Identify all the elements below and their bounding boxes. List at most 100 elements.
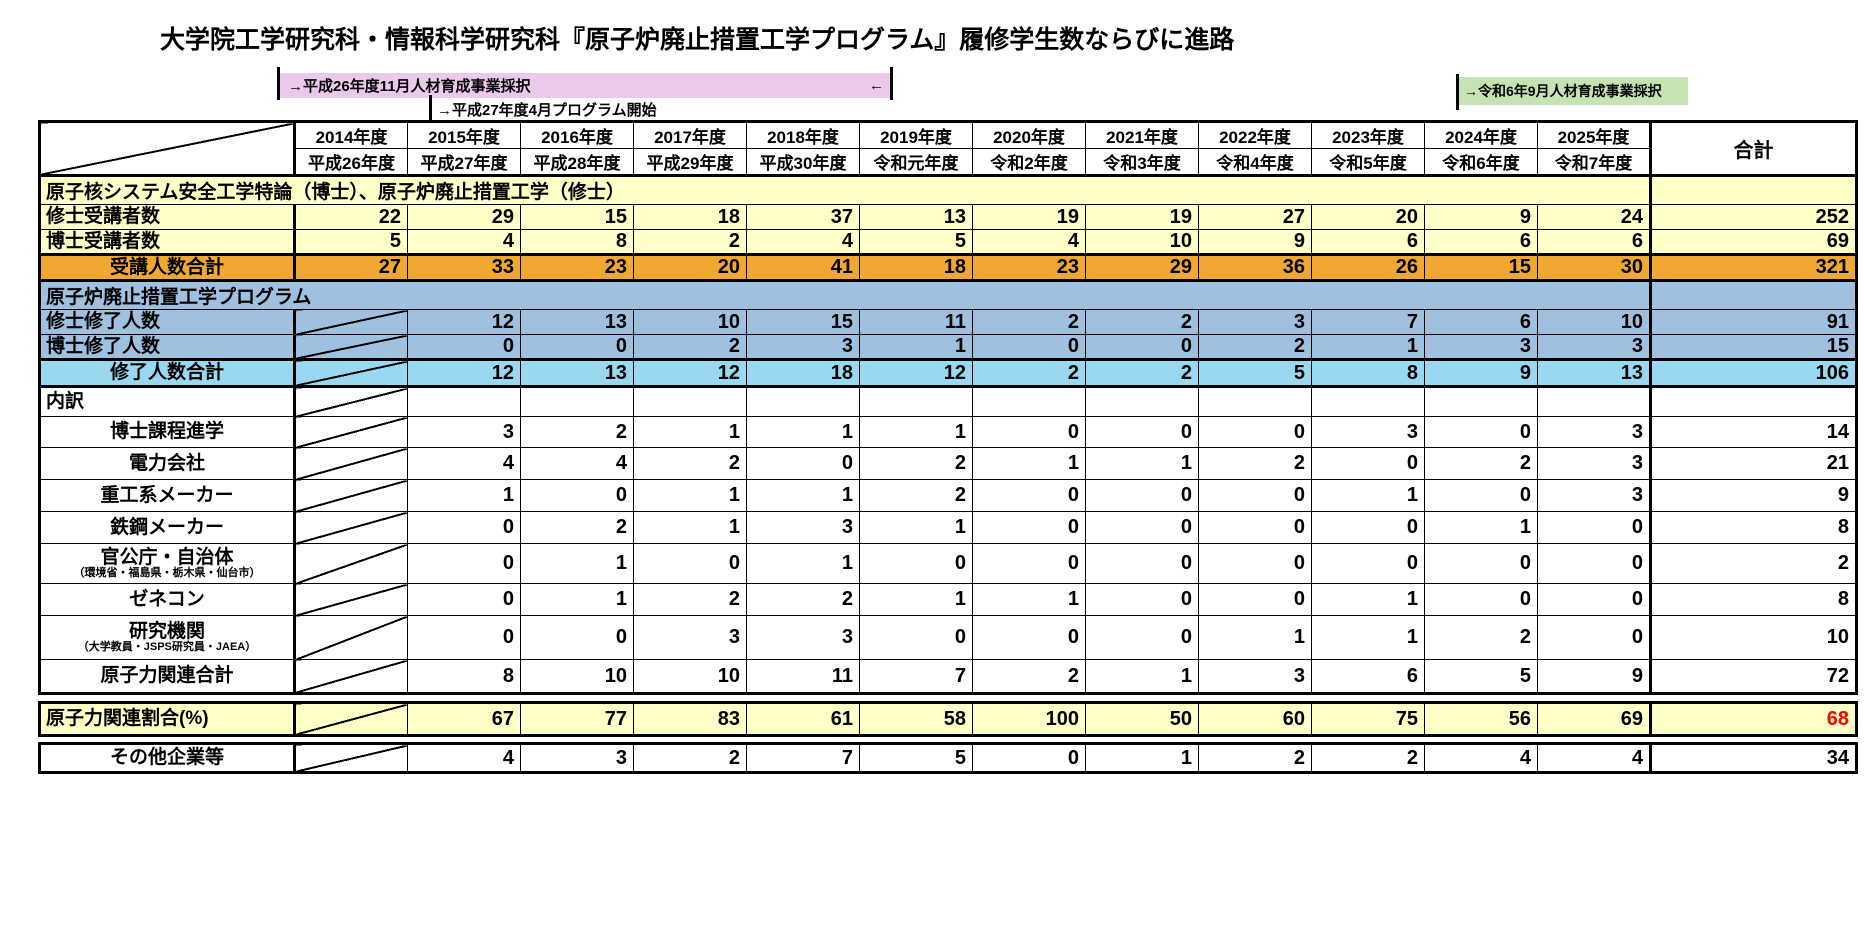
cell-general-contractor-y2015: 0 bbox=[407, 583, 521, 616]
cell-electric-power-y2014 bbox=[294, 447, 408, 480]
cell-government-y2025: 0 bbox=[1537, 543, 1651, 584]
year-header-y2023: 2023年度 bbox=[1311, 121, 1425, 149]
cell-doctoral-completed-y2015: 0 bbox=[407, 334, 521, 360]
cell-government-y2022: 0 bbox=[1198, 543, 1312, 584]
row-label-text: 原子力関連合計 bbox=[100, 665, 234, 687]
year-header-y2017: 2017年度 bbox=[633, 121, 747, 149]
cell-masters-enrolled-y2025: 24 bbox=[1537, 204, 1651, 230]
cell-nuclear-related-total-y2018: 11 bbox=[746, 659, 860, 694]
cell-masters-completed-total: 91 bbox=[1649, 309, 1857, 335]
era-header-y2023: 令和5年度 bbox=[1311, 148, 1425, 177]
cell-nuclear-related-total-y2024: 5 bbox=[1424, 659, 1538, 694]
row-label-research-institute: 研究機関 （大学教員・JSPS研究員・JAEA） bbox=[39, 615, 296, 660]
cell-electric-power-y2015: 4 bbox=[407, 447, 521, 480]
section-band-band-program: 原子炉廃止措置工学プログラム bbox=[39, 280, 1651, 310]
timeline-bar-program-start bbox=[429, 95, 432, 122]
cell-masters-enrolled-y2021: 19 bbox=[1085, 204, 1199, 230]
cell-government-y2020: 0 bbox=[972, 543, 1086, 584]
cell-masters-completed-y2025: 10 bbox=[1537, 309, 1651, 335]
cell-breakdown-header-y2014 bbox=[294, 386, 408, 417]
row-label-nuclear-ratio: 原子力関連割合(%) bbox=[39, 702, 296, 736]
cell-electric-power-y2025: 3 bbox=[1537, 447, 1651, 480]
cell-electric-power-y2016: 4 bbox=[520, 447, 634, 480]
era-header-y2017: 平成29年度 bbox=[633, 148, 747, 177]
cell-phd-advance-y2020: 0 bbox=[972, 416, 1086, 448]
section-band-band-program-total-cell bbox=[1649, 280, 1857, 310]
cell-enrolled-total-y2024: 15 bbox=[1424, 253, 1538, 282]
cell-general-contractor-y2014 bbox=[294, 583, 408, 616]
cell-enrolled-total-y2016: 23 bbox=[520, 253, 634, 282]
cell-masters-enrolled-y2014: 22 bbox=[294, 204, 408, 230]
cell-heavy-industry-y2022: 0 bbox=[1198, 479, 1312, 512]
section-band-band-courses-total-cell bbox=[1649, 175, 1857, 205]
cell-masters-enrolled-y2024: 9 bbox=[1424, 204, 1538, 230]
cell-phd-advance-y2024: 0 bbox=[1424, 416, 1538, 448]
cell-breakdown-header-y2023 bbox=[1311, 386, 1425, 417]
cell-other-companies-y2023: 2 bbox=[1311, 743, 1425, 773]
row-label-steel-maker: 鉄鋼メーカー bbox=[39, 511, 296, 544]
cell-heavy-industry-y2020: 0 bbox=[972, 479, 1086, 512]
nuclear-ratio-table: 原子力関連割合(%) 67 77 83 61 58 100 50 60 75 56 69 68 bbox=[38, 701, 1858, 737]
cell-research-institute-y2018: 3 bbox=[746, 615, 860, 660]
cell-steel-maker-y2020: 0 bbox=[972, 511, 1086, 544]
cell-nuclear-related-total-y2025: 9 bbox=[1537, 659, 1651, 694]
cell-phd-advance-y2025: 3 bbox=[1537, 416, 1651, 448]
cell-doctoral-enrolled-y2021: 10 bbox=[1085, 229, 1199, 255]
table-row-nuclear-related-total: 原子力関連合計 8 10 10 11 7 2 1 3 6 5 9 72 bbox=[39, 659, 1857, 694]
row-label-doctoral-enrolled: 博士受講者数 bbox=[39, 229, 296, 255]
table-row-masters-enrolled: 修士受講者数 22 29 15 18 37 13 19 19 27 20 9 24 252 bbox=[39, 204, 1857, 230]
cell-completed-total-y2024: 9 bbox=[1424, 358, 1538, 388]
era-header-y2014: 平成26年度 bbox=[294, 148, 408, 177]
cell-masters-completed-y2022: 3 bbox=[1198, 309, 1312, 335]
era-header-y2018: 平成30年度 bbox=[746, 148, 860, 177]
cell-masters-completed-y2019: 11 bbox=[859, 309, 973, 335]
cell-nuclear-related-total-total: 72 bbox=[1649, 659, 1857, 694]
cell-nuclear-related-total-y2019: 7 bbox=[859, 659, 973, 694]
cell-doctoral-completed-y2025: 3 bbox=[1537, 334, 1651, 360]
cell-breakdown-header-y2018 bbox=[746, 386, 860, 417]
cell-breakdown-header-y2017 bbox=[633, 386, 747, 417]
row-label-masters-enrolled: 修士受講者数 bbox=[39, 204, 296, 230]
cell-enrolled-total-y2023: 26 bbox=[1311, 253, 1425, 282]
cell-doctoral-enrolled-total: 69 bbox=[1649, 229, 1857, 255]
cell-masters-enrolled-y2018: 37 bbox=[746, 204, 860, 230]
cell-masters-enrolled-y2020: 19 bbox=[972, 204, 1086, 230]
cell-nuclear-related-total-y2015: 8 bbox=[407, 659, 521, 694]
cell-breakdown-header-y2020 bbox=[972, 386, 1086, 417]
row-label-text: 鉄鋼メーカー bbox=[109, 516, 224, 538]
cell-government-y2024: 0 bbox=[1424, 543, 1538, 584]
cell-phd-advance-y2019: 1 bbox=[859, 416, 973, 448]
cell-enrolled-total-y2014: 27 bbox=[294, 253, 408, 282]
table-row-band-courses: 原子核システム安全工学特論（博士）、原子炉廃止措置工学（修士） bbox=[39, 175, 1857, 205]
row-label-text: 電力会社 bbox=[128, 452, 205, 474]
cell-doctoral-enrolled-y2022: 9 bbox=[1198, 229, 1312, 255]
cell-breakdown-header-y2025 bbox=[1537, 386, 1651, 417]
cell-heavy-industry-y2025: 3 bbox=[1537, 479, 1651, 512]
year-header-y2016: 2016年度 bbox=[520, 121, 634, 149]
table-row-government: 官公庁・自治体 （環境省・福島県・栃木県・仙台市） 0 1 0 1 0 0 0 0 0 0 0 2 bbox=[39, 543, 1857, 584]
cell-completed-total-y2025: 13 bbox=[1537, 358, 1651, 388]
cell-heavy-industry-y2024: 0 bbox=[1424, 479, 1538, 512]
cell-phd-advance-y2022: 0 bbox=[1198, 416, 1312, 448]
header-row-western: 2014年度 2015年度 2016年度 2017年度 2018年度 2019年度 2020… bbox=[39, 121, 1857, 177]
cell-phd-advance-y2021: 0 bbox=[1085, 416, 1199, 448]
cell-steel-maker-y2022: 0 bbox=[1198, 511, 1312, 544]
cell-completed-total-y2016: 13 bbox=[520, 358, 634, 388]
cell-nuclear-ratio-y2021: 50 bbox=[1085, 702, 1199, 736]
cell-heavy-industry-y2015: 1 bbox=[407, 479, 521, 512]
row-label-government: 官公庁・自治体 （環境省・福島県・栃木県・仙台市） bbox=[39, 543, 296, 584]
row-label-heavy-industry: 重工系メーカー bbox=[39, 479, 296, 512]
cell-completed-total-y2022: 5 bbox=[1198, 358, 1312, 388]
cell-general-contractor-y2025: 0 bbox=[1537, 583, 1651, 616]
row-label-general-contractor: ゼネコン bbox=[39, 583, 296, 616]
cell-government-y2019: 0 bbox=[859, 543, 973, 584]
row-label-text: 内訳 bbox=[46, 391, 85, 413]
timeline-bar-h26-start bbox=[277, 67, 280, 100]
cell-nuclear-ratio-y2025: 69 bbox=[1537, 702, 1651, 736]
cell-other-companies-y2019: 5 bbox=[859, 743, 973, 773]
cell-enrolled-total-y2020: 23 bbox=[972, 253, 1086, 282]
cell-steel-maker-y2015: 0 bbox=[407, 511, 521, 544]
row-label-text: ゼネコン bbox=[129, 588, 205, 610]
cell-enrolled-total-y2018: 41 bbox=[746, 253, 860, 282]
cell-phd-advance-total: 14 bbox=[1649, 416, 1857, 448]
